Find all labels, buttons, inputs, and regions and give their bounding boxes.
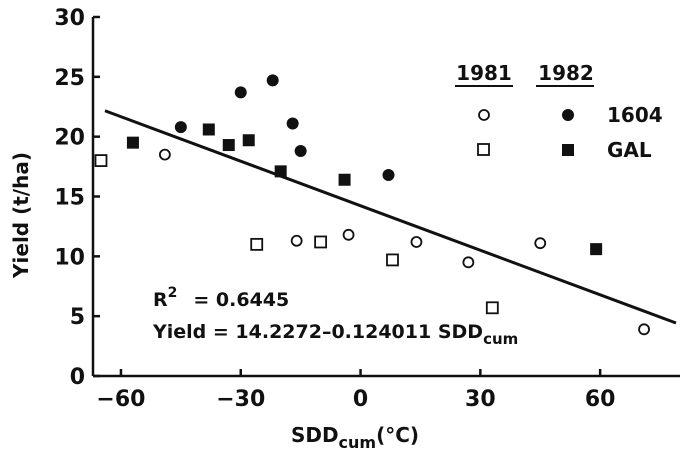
point-open-circle [342, 228, 355, 241]
point-filled-square [202, 123, 215, 136]
legend-label-1604: 1604 [607, 103, 663, 127]
equation-sub: cum [483, 330, 518, 348]
point-filled-square [338, 173, 351, 186]
point-open-circle [534, 237, 547, 250]
legend-marker-gal-1981 [477, 143, 490, 156]
point-open-circle [638, 323, 650, 336]
point-filled-square [590, 243, 603, 256]
equation-annotation: Yield = 14.2272–0.124011 SDDcum [152, 321, 518, 348]
point-filled-circle [174, 121, 187, 134]
r-squared-label: R [153, 289, 168, 311]
x-axis-label-sub: cum [339, 433, 377, 450]
x-tick-label: 0 [353, 387, 368, 412]
point-filled-circle [294, 145, 307, 158]
r-squared-value: = 0.6445 [193, 289, 289, 311]
x-axis-label: SDDcum(°C) [291, 423, 419, 450]
equation-main: Yield = 14.2272–0.124011 SDD [152, 321, 483, 343]
x-tick-label: 60 [585, 387, 616, 412]
regression-line [104, 109, 677, 325]
point-open-circle [290, 234, 303, 247]
x-tick-label: −60 [96, 387, 145, 412]
point-filled-circle [286, 117, 299, 130]
point-filled-circle [266, 74, 279, 87]
legend-marker-1604-1982 [562, 109, 574, 121]
y-tick-label: 20 [54, 126, 85, 151]
y-tick-label: 25 [54, 66, 85, 91]
y-axis-label: Yield (t/ha) [9, 152, 33, 279]
r-squared-sup: 2 [168, 285, 178, 301]
point-filled-square [274, 165, 287, 178]
point-open-square [250, 237, 264, 251]
r-squared-annotation: R2 = 0.6445 [153, 285, 289, 311]
point-filled-circle [382, 168, 395, 181]
y-tick-label: 5 [70, 305, 85, 330]
point-filled-circle [234, 86, 247, 99]
legend: 1981 1982 1604 GAL [455, 61, 663, 162]
data-marks [94, 74, 650, 336]
legend-marker-gal-1982 [562, 144, 574, 156]
ticks: 0 5 10 15 20 25 30 −60 −30 0 30 60 [54, 6, 615, 412]
legend-marker-1604-1981 [478, 109, 490, 121]
point-filled-square [242, 134, 255, 147]
point-open-circle [462, 256, 475, 269]
y-tick-label: 0 [70, 365, 85, 390]
regression-line-group [104, 109, 677, 325]
y-tick-label: 30 [54, 6, 85, 31]
point-open-circle [410, 236, 423, 248]
point-filled-square [222, 139, 235, 152]
x-axis-label-unit: (°C) [376, 423, 419, 447]
legend-header-1981: 1981 [456, 61, 512, 85]
y-tick-label: 10 [54, 245, 85, 270]
x-tick-label: −30 [216, 387, 265, 412]
x-axis-label-main: SDD [291, 423, 339, 447]
point-open-square [485, 301, 499, 315]
point-filled-square [126, 136, 139, 149]
point-open-square [314, 235, 328, 249]
point-open-square [94, 154, 108, 168]
point-open-circle [158, 148, 171, 161]
y-tick-label: 15 [54, 186, 85, 211]
legend-label-gal: GAL [607, 138, 652, 162]
x-tick-label: 30 [465, 387, 496, 412]
point-open-square [386, 253, 399, 267]
legend-header-1982: 1982 [538, 61, 594, 85]
